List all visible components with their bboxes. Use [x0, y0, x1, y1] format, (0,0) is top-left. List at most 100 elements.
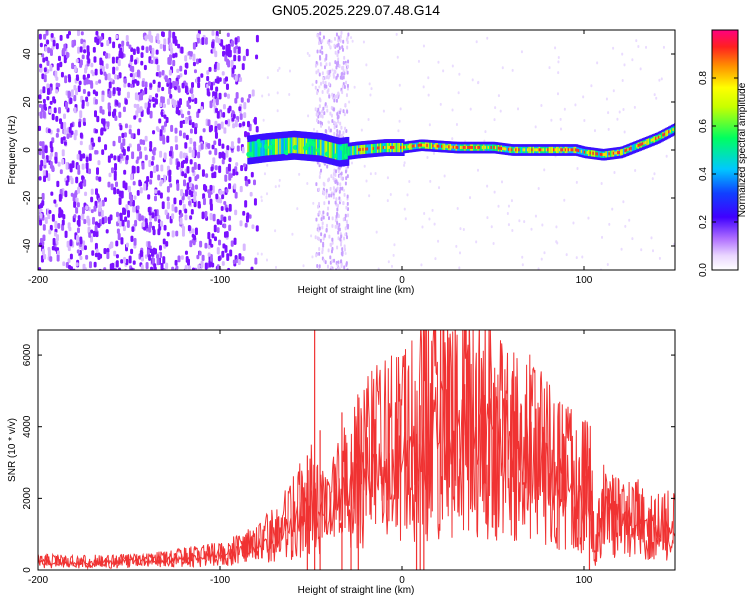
heatmap-cell — [159, 102, 163, 108]
heatmap-cell — [184, 142, 188, 149]
heatmap-cell — [68, 264, 72, 270]
heatmap-cell — [160, 111, 164, 116]
heatmap-cell — [162, 238, 166, 245]
heatmap-cell — [99, 105, 103, 114]
heatmap-cell — [149, 95, 153, 100]
heatmap-cell — [336, 115, 339, 120]
heatmap-cell — [511, 228, 514, 232]
heatmap-ridge-cell — [324, 151, 330, 157]
heatmap-cell — [337, 35, 340, 40]
heatmap-cell — [348, 100, 351, 104]
heatmap-cell — [336, 43, 339, 48]
heatmap-cell — [490, 225, 493, 229]
heatmap-cell — [226, 145, 230, 151]
heatmap-cell — [225, 149, 229, 158]
heatmap-cell — [136, 69, 140, 78]
heatmap-cell — [244, 222, 248, 228]
heatmap-cell — [180, 46, 184, 54]
heatmap-cell — [177, 255, 181, 263]
heatmap-cell — [58, 193, 62, 202]
heatmap-cell — [639, 67, 642, 71]
heatmap-cell — [165, 241, 169, 247]
heatmap-cell — [621, 52, 624, 56]
heatmap-cell — [70, 192, 74, 197]
heatmap-cell — [189, 137, 193, 145]
heatmap-cell — [116, 269, 118, 270]
heatmap-cell — [130, 83, 134, 89]
heatmap-cell — [434, 257, 437, 261]
heatmap-cell — [149, 170, 153, 179]
heatmap-cell — [323, 83, 326, 88]
heatmap-cell — [321, 76, 324, 80]
heatmap-cell — [95, 150, 99, 155]
heatmap-cell — [79, 236, 83, 243]
heatmap-cell — [92, 89, 96, 95]
heatmap-cell — [38, 94, 42, 100]
heatmap-cell — [497, 94, 500, 98]
heatmap-cell — [439, 102, 442, 106]
heatmap-cell — [347, 213, 350, 218]
heatmap-cell — [507, 204, 510, 208]
heatmap-cell — [185, 134, 189, 140]
heatmap-cell — [84, 191, 88, 197]
heatmap-cell — [497, 204, 500, 208]
heatmap-cell — [202, 128, 206, 133]
heatmap-cell — [194, 97, 198, 105]
heatmap-cell — [51, 213, 55, 222]
heatmap-cell — [46, 69, 50, 74]
figure-title: GN05.2025.229.07.48.G14 — [272, 2, 440, 18]
heatmap-cell — [129, 195, 133, 203]
heatmap-cell — [337, 134, 340, 139]
heatmap-cell — [242, 210, 246, 216]
heatmap-cell — [86, 215, 90, 224]
heatmap-cell — [204, 37, 208, 45]
heatmap-cell — [232, 113, 236, 119]
heatmap-cell — [458, 266, 461, 270]
heatmap-cell — [180, 255, 184, 260]
heatmap-cell — [184, 250, 188, 255]
heatmap-cell — [48, 209, 52, 215]
heatmap-cell — [310, 234, 313, 238]
heatmap-cell — [92, 142, 96, 147]
heatmap-cell — [132, 260, 136, 265]
heatmap-cell — [120, 142, 124, 150]
heatmap-cell — [206, 75, 210, 82]
heatmap-cell — [48, 108, 52, 114]
heatmap-cell — [322, 189, 325, 194]
heatmap-cell — [95, 188, 99, 196]
heatmap-cell — [221, 159, 225, 165]
heatmap-cell — [185, 255, 189, 263]
heatmap-cell — [142, 221, 146, 228]
heatmap-cell — [81, 99, 85, 107]
heatmap-cell — [126, 41, 130, 47]
heatmap-cell — [228, 203, 232, 212]
heatmap-cell — [215, 97, 219, 106]
heatmap-cell — [173, 85, 177, 90]
heatmap-cell — [61, 149, 65, 157]
heatmap-cell — [207, 91, 211, 97]
heatmap-cell — [398, 119, 401, 123]
heatmap-cell — [336, 181, 339, 186]
heatmap-cell — [148, 254, 152, 261]
heatmap-cell — [214, 147, 218, 156]
heatmap-cell — [202, 197, 206, 206]
heatmap-cell — [243, 102, 247, 110]
heatmap-cell — [563, 198, 566, 202]
heatmap-cell — [420, 263, 423, 267]
heatmap-cell — [339, 237, 342, 242]
heatmap-cell — [339, 182, 342, 187]
heatmap-cell — [153, 263, 157, 270]
heatmap-cell — [302, 264, 305, 268]
heatmap-cell — [105, 63, 109, 70]
heatmap-cell — [224, 54, 228, 62]
heatmap-cell — [341, 247, 344, 252]
heatmap-cell — [149, 147, 153, 152]
heatmap-cell — [587, 216, 590, 220]
heatmap-cell — [225, 207, 229, 213]
heatmap-cell — [228, 49, 232, 58]
heatmap-cell — [125, 154, 129, 161]
heatmap-cell — [206, 70, 210, 75]
heatmap-cell — [104, 216, 108, 224]
heatmap-cell — [311, 83, 314, 87]
heatmap-cell — [634, 168, 637, 172]
